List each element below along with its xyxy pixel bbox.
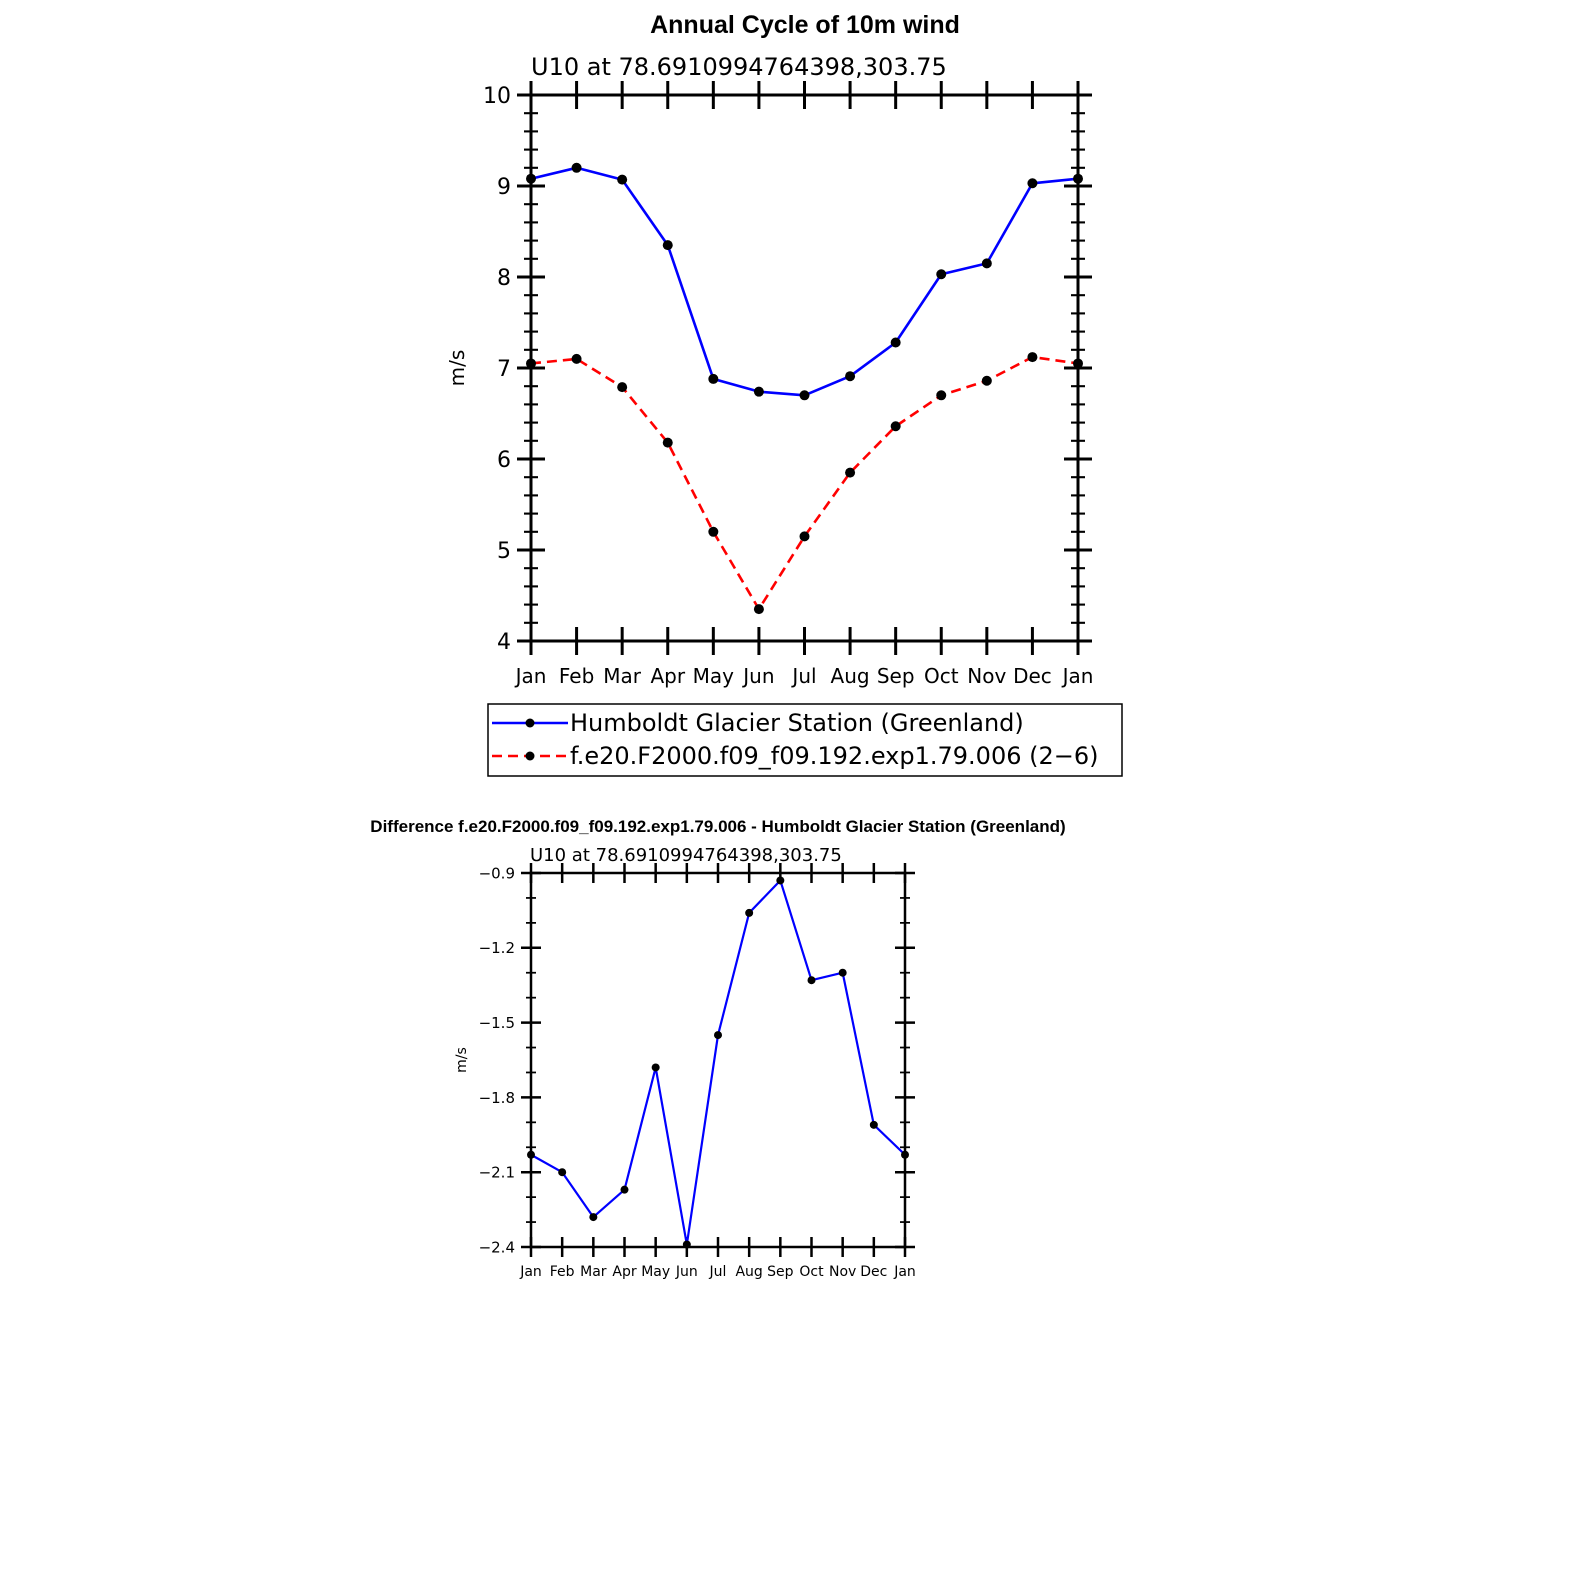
data-point: [526, 173, 536, 184]
chart1-legend: Humboldt Glacier Station (Greenland) f.e…: [487, 703, 1123, 777]
y-tick-label: 8: [497, 266, 511, 291]
x-tick-label: Jan: [893, 1264, 916, 1280]
data-point: [838, 968, 847, 977]
y-tick-label: −2.1: [479, 1164, 515, 1182]
data-point: [845, 371, 856, 382]
x-tick-label: Sep: [877, 664, 915, 688]
legend-marker-observed: [525, 718, 535, 728]
data-point: [1073, 358, 1083, 369]
x-tick-label: Jan: [1061, 664, 1094, 688]
x-tick-label: Jul: [790, 664, 816, 688]
data-point: [527, 1150, 535, 1159]
y-tick-label: −2.4: [479, 1238, 515, 1256]
data-point: [799, 390, 810, 401]
difference-chart: Difference f.e20.F2000.f09_f09.192.exp1.…: [370, 817, 1065, 1280]
x-tick-label: Aug: [831, 664, 870, 688]
legend-marker-model: [525, 751, 535, 761]
data-point: [845, 467, 856, 478]
y-tick-label: −1.8: [479, 1089, 515, 1107]
annual-cycle-chart: Annual Cycle of 10m wind U10 at 78.69109…: [445, 11, 1123, 777]
data-point: [682, 1240, 691, 1249]
x-tick-label: Aug: [735, 1264, 762, 1280]
data-point: [662, 240, 673, 251]
chart2-title: Difference f.e20.F2000.f09_f09.192.exp1.…: [370, 817, 1065, 836]
legend-label-observed: Humboldt Glacier Station (Greenland): [570, 709, 1024, 737]
data-point: [617, 382, 628, 393]
x-tick-label: Jul: [709, 1264, 727, 1280]
data-point: [558, 1168, 567, 1177]
data-point: [651, 1063, 660, 1072]
y-tick-label: 7: [497, 357, 511, 382]
x-tick-label: Jan: [514, 664, 547, 688]
data-point: [745, 908, 754, 917]
data-point: [890, 421, 901, 432]
data-point: [901, 1150, 909, 1159]
x-tick-label: Feb: [559, 664, 594, 688]
data-point: [776, 876, 785, 885]
data-point: [526, 358, 536, 369]
x-tick-label: Oct: [924, 664, 959, 688]
series-line-1: [530, 166, 1079, 397]
data-point: [936, 269, 947, 280]
data-point: [869, 1120, 878, 1129]
x-tick-label: Mar: [603, 664, 642, 688]
data-point: [890, 337, 901, 348]
y-tick-label: 10: [483, 84, 511, 109]
y-tick-label: 9: [497, 175, 511, 200]
chart2-plot-frame: [529, 871, 907, 1249]
data-point: [1027, 178, 1038, 189]
data-point: [571, 162, 582, 173]
legend-box: [487, 703, 1123, 777]
x-tick-label: Dec: [1013, 664, 1052, 688]
y-tick-label: 5: [497, 539, 511, 564]
y-tick-label: 4: [497, 630, 511, 655]
data-point: [981, 258, 992, 269]
series-line-1: [530, 879, 906, 1246]
x-tick-label: Mar: [580, 1264, 607, 1280]
x-tick-label: Dec: [860, 1264, 887, 1280]
chart2-ylabel: m/s: [454, 1047, 470, 1073]
x-tick-label: Apr: [612, 1264, 636, 1280]
x-tick-label: Jun: [675, 1264, 698, 1280]
x-tick-label: Jun: [741, 664, 774, 688]
data-point: [708, 526, 719, 537]
data-point: [753, 386, 764, 397]
x-tick-label: May: [641, 1264, 670, 1280]
data-point: [981, 375, 992, 386]
chart1-ylabel: m/s: [445, 350, 469, 387]
x-tick-label: Sep: [767, 1264, 794, 1280]
data-point: [589, 1213, 598, 1222]
x-tick-label: Oct: [799, 1264, 824, 1280]
x-tick-label: May: [693, 664, 735, 688]
y-tick-label: −1.5: [479, 1014, 515, 1032]
legend-label-model: f.e20.F2000.f09_f09.192.exp1.79.006 (2−6…: [570, 742, 1098, 770]
x-tick-label: Nov: [829, 1264, 856, 1280]
data-point: [617, 174, 628, 185]
data-point: [936, 390, 947, 401]
chart1-subtitle: U10 at 78.6910994764398,303.75: [531, 53, 947, 81]
y-tick-label: −0.9: [479, 864, 515, 882]
data-point: [807, 976, 816, 985]
data-point: [662, 437, 673, 448]
data-point: [571, 353, 582, 364]
y-tick-label: −1.2: [479, 939, 515, 957]
x-tick-label: Feb: [550, 1264, 575, 1280]
chart1-title: Annual Cycle of 10m wind: [650, 11, 960, 39]
y-tick-label: 6: [497, 448, 511, 473]
data-point: [1027, 352, 1038, 363]
x-tick-label: Jan: [519, 1264, 542, 1280]
data-point: [708, 373, 719, 384]
x-tick-label: Nov: [967, 664, 1006, 688]
data-point: [753, 604, 764, 615]
data-point: [1073, 173, 1083, 184]
data-point: [714, 1031, 722, 1040]
data-point: [799, 531, 810, 542]
chart2-subtitle: U10 at 78.6910994764398,303.75: [530, 845, 842, 866]
data-point: [620, 1185, 629, 1194]
x-tick-label: Apr: [650, 664, 685, 688]
